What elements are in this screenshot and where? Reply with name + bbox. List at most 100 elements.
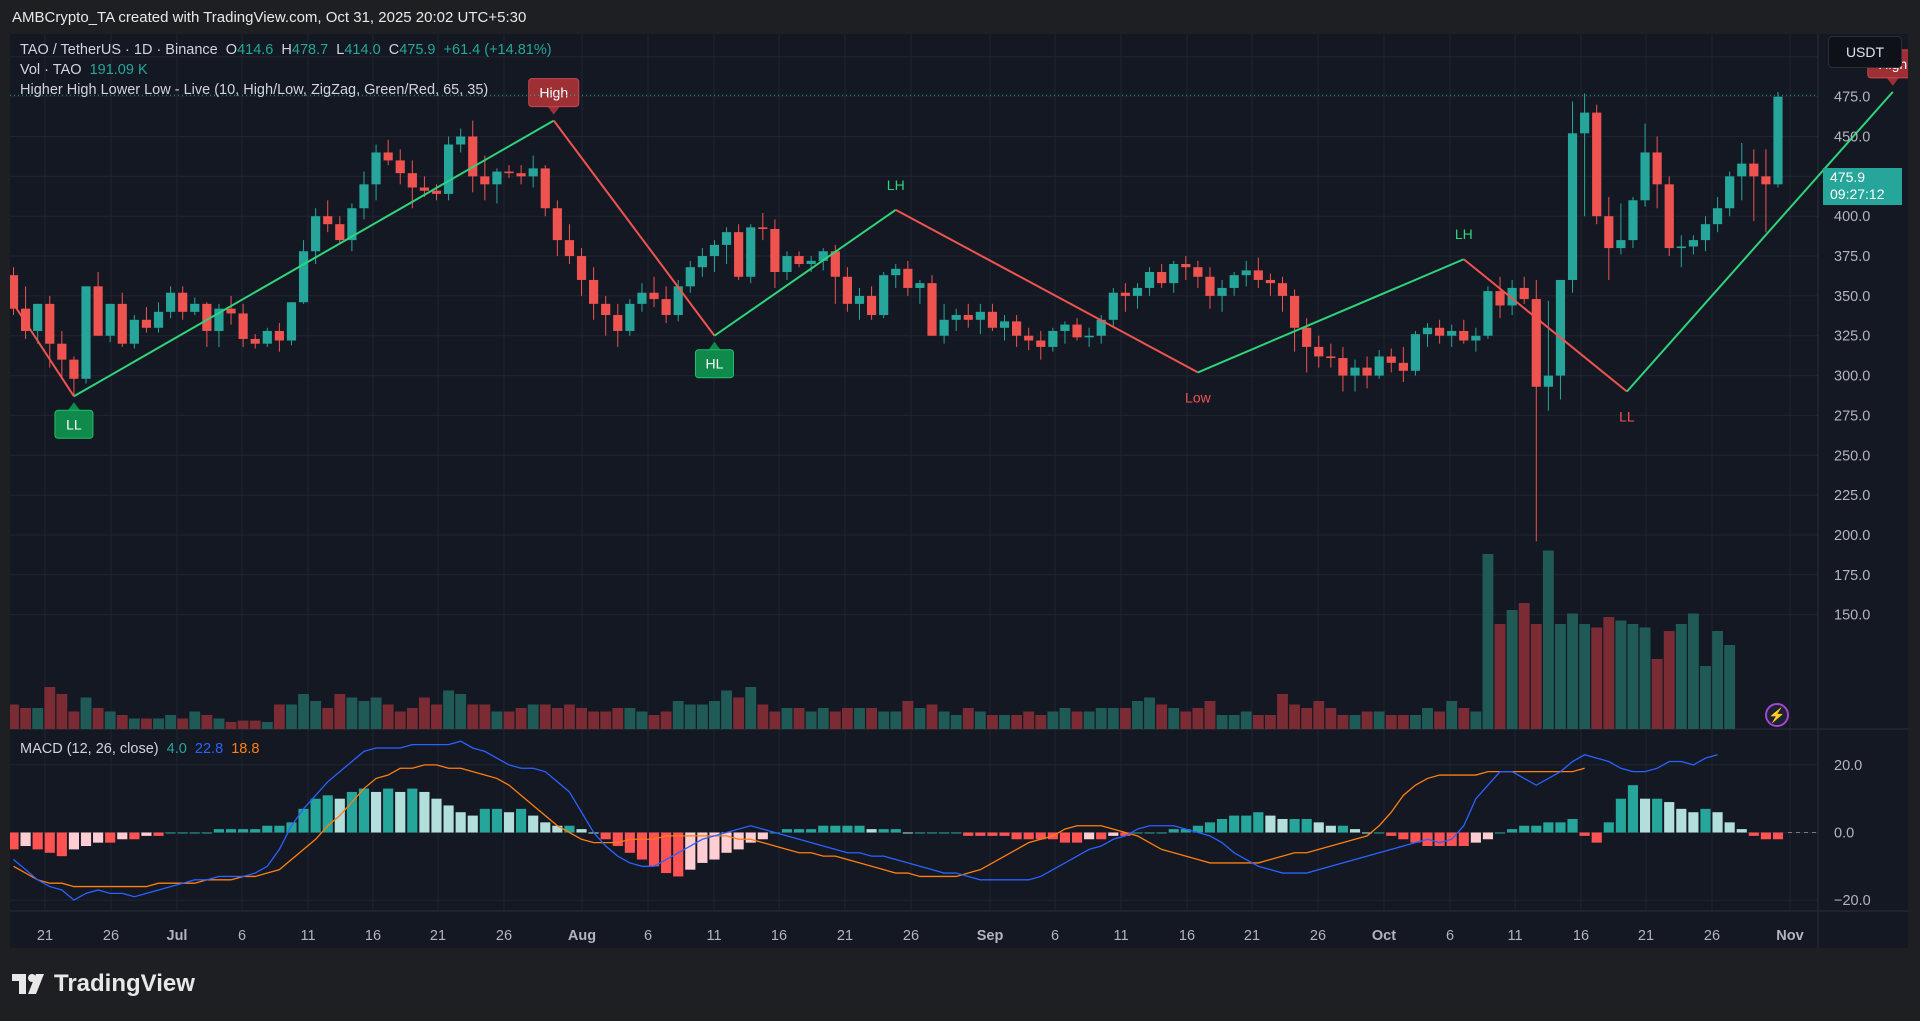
candle-body <box>1120 292 1130 296</box>
candle <box>1277 276 1288 312</box>
candle-body <box>1712 208 1723 225</box>
candle <box>153 302 164 333</box>
candle <box>1725 171 1735 217</box>
macd-legend[interactable]: MACD (12, 26, close) 4.0 22.8 18.8 <box>20 741 259 757</box>
macd-histogram-bar <box>612 832 623 847</box>
candle <box>1362 356 1372 389</box>
macd-histogram-bar <box>298 808 309 833</box>
candle-body <box>262 330 272 344</box>
candle <box>178 286 188 320</box>
macd-histogram-bar <box>516 808 527 833</box>
candle <box>939 303 949 344</box>
candle-body <box>1314 346 1324 357</box>
swing-label-ll: LL <box>54 402 94 439</box>
price-tick-label: 175.0 <box>1834 568 1870 584</box>
macd-histogram-bar <box>576 829 587 833</box>
macd-histogram-bar <box>105 832 116 843</box>
candle-body <box>1072 324 1082 338</box>
candle <box>1265 273 1275 296</box>
macd-histogram-bar <box>1772 832 1784 840</box>
macd-histogram-bar <box>1144 832 1155 834</box>
candle-body <box>1410 334 1421 371</box>
macd-histogram-bar <box>80 832 92 847</box>
symbol-legend[interactable]: TAO / TetherUS · 1D · Binance O414.6 H47… <box>20 42 552 58</box>
price-chart[interactable]: LLHighHLLHLowLHLLHigh525.0500.0475.0450.… <box>10 34 1908 948</box>
zigzag-segment <box>552 119 716 337</box>
candle-body <box>685 267 695 287</box>
volume-bar <box>116 715 128 729</box>
candle-body <box>1277 283 1288 296</box>
candle-body <box>927 283 937 336</box>
indicator-label[interactable]: Higher High Lower Low - Live (10, High/L… <box>20 82 489 98</box>
volume-bar <box>1228 715 1240 729</box>
candle-body <box>746 227 756 277</box>
volume-bar <box>80 697 92 729</box>
swing-label-pointer <box>708 341 721 350</box>
volume-bar <box>1700 666 1711 729</box>
volume-bar <box>237 720 249 729</box>
volume-bar <box>588 711 600 729</box>
volume-bar <box>721 690 732 729</box>
macd-histogram-bar <box>1386 832 1397 836</box>
volume-legend[interactable]: Vol · TAO 191.09 K <box>20 62 148 78</box>
volume-bar <box>745 687 757 729</box>
candle <box>1640 123 1650 207</box>
macd-histogram-bar <box>975 832 986 836</box>
volume-bar <box>1724 645 1736 729</box>
candle-body <box>383 152 393 161</box>
candle-body <box>20 308 31 331</box>
candle-body <box>1435 327 1445 336</box>
volume-bar <box>1132 701 1143 729</box>
chart-panel[interactable]: LLHighHLLHLowLHLLHigh525.0500.0475.0450.… <box>10 34 1908 948</box>
swing-label-box <box>54 409 94 439</box>
macd-histogram-bar <box>1652 798 1663 833</box>
candle <box>262 327 272 347</box>
candle-body <box>758 227 768 229</box>
macd-histogram-bar <box>44 832 55 853</box>
volume-bar <box>1011 715 1023 729</box>
volume-label[interactable]: Vol · TAO <box>20 62 82 78</box>
candle <box>987 303 998 331</box>
candle <box>1604 197 1614 280</box>
candle-body <box>1350 367 1360 376</box>
candle <box>250 334 260 349</box>
time-tick-label: 11 <box>1113 928 1128 944</box>
tradingview-logo: TradingView <box>12 970 195 998</box>
volume-bar <box>1397 715 1409 729</box>
macd-histogram-bar <box>238 829 249 833</box>
volume-bar <box>189 711 201 729</box>
close-label: C <box>388 42 400 58</box>
macd-histogram-bar <box>1096 832 1107 840</box>
candle-body <box>1036 340 1046 347</box>
volume-bar <box>322 708 334 729</box>
candle <box>468 120 478 193</box>
time-tick-label: 26 <box>1310 928 1326 944</box>
macd-histogram-bar <box>1023 832 1034 840</box>
candle <box>975 303 985 335</box>
volume-bar <box>624 708 636 729</box>
candle-body <box>939 319 949 336</box>
volume-bar <box>141 718 152 729</box>
candle-body <box>1132 287 1143 296</box>
candle <box>190 297 200 316</box>
candle-body <box>673 286 683 316</box>
volume-bar <box>986 715 998 729</box>
candle-body <box>419 187 430 191</box>
macd-histogram-bar <box>322 795 333 833</box>
macd-histogram-bar <box>1603 822 1614 833</box>
low-label: L <box>336 42 345 58</box>
macd-tick-label: −20.0 <box>1834 893 1871 909</box>
time-tick-label: 26 <box>103 928 119 944</box>
candle <box>419 176 430 198</box>
candle <box>1471 327 1481 352</box>
currency-button[interactable]: USDT <box>1828 36 1902 68</box>
lightning-icon[interactable]: ⚡ <box>1765 703 1789 727</box>
indicator-legend[interactable]: Higher High Lower Low - Live (10, High/L… <box>20 82 488 98</box>
swing-label-low: Low <box>1185 389 1212 405</box>
symbol-title[interactable]: TAO / TetherUS · 1D · Binance <box>20 42 218 58</box>
volume-bar <box>249 720 261 729</box>
macd-label[interactable]: MACD (12, 26, close) <box>20 741 159 757</box>
candle-body <box>286 302 297 341</box>
candle <box>347 203 357 252</box>
macd-histogram-bar <box>310 798 321 833</box>
